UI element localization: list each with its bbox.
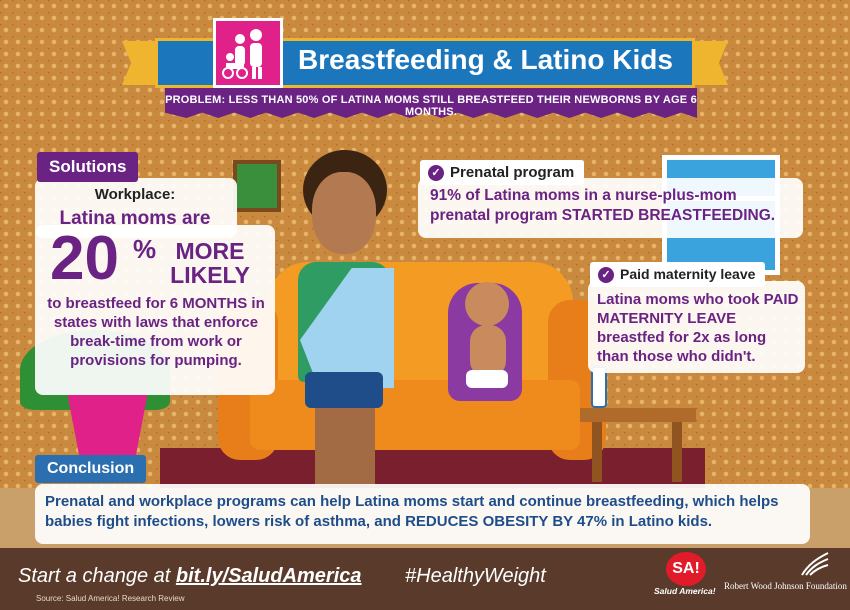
footer-cta-prefix: Start a change at [18,565,176,587]
solutions-lead: Latina moms are [59,208,211,229]
maternity-leave-tab-label: Paid maternity leave [620,266,756,282]
solutions-tab: Solutions [37,152,139,182]
footer-hashtag: #HealthyWeight [405,565,546,587]
family-icon [213,18,283,88]
mom-face [312,172,376,254]
mom-legs [315,405,375,485]
salud-america-logo: SA! [666,552,706,586]
stat-percent: % [133,234,157,264]
side-table-leg [592,422,602,482]
solutions-card [35,225,275,395]
check-icon: ✓ [428,165,444,181]
rwjf-name: Robert Wood Johnson Foundation [724,581,847,591]
plant-pot [67,395,148,455]
prenatal-text: 91% of Latina moms in a nurse-plus-mom p… [430,187,776,224]
prenatal-tab-label: Prenatal program [450,164,575,181]
prenatal-card [418,178,803,238]
conclusion-tab: Conclusion [35,455,147,483]
check-icon: ✓ [598,267,614,283]
mom-shorts [305,372,383,408]
maternity-leave-text: Latina moms who took PAID MATERNITY LEAV… [597,291,799,365]
saludamerica-link[interactable]: bit.ly/SaludAmerica [175,565,362,587]
baby-head [465,282,509,326]
wall-picture [233,160,281,212]
conclusion-text: Prenatal and workplace programs can help… [45,493,779,530]
workplace-heading: Workplace: [94,186,176,203]
footer-cta: Start a change at bit.ly/SaludAmerica [18,565,362,588]
couch-seat [250,380,580,450]
footer [0,548,850,610]
salud-america-tagline: Salud America! [654,586,716,596]
rwjf-icon [800,551,830,577]
ribbon-tail-right [690,41,728,85]
side-table [580,408,696,422]
maternity-leave-tab: ✓ Paid maternity leave [590,262,766,287]
solutions-body: to breastfeed for 6 MONTHS in states wit… [47,295,265,369]
baby-diaper [466,370,508,388]
stat-more: MORE [175,238,245,264]
prenatal-tab: ✓ Prenatal program [420,160,585,185]
conclusion-card [35,484,810,544]
side-table-leg [672,422,682,482]
problem-banner [165,88,697,118]
page-title: Breastfeeding & Latino Kids [298,44,673,75]
maternity-leave-card [588,281,805,373]
stat-likely: LIKELY [170,262,250,288]
footer-source: Source: Salud America! Research Review [36,594,185,603]
problem-statement: PROBLEM: LESS THAN 50% OF LATINA MOMS ST… [165,94,697,118]
stat-number: 20 [50,224,119,293]
baby-body [470,325,506,377]
